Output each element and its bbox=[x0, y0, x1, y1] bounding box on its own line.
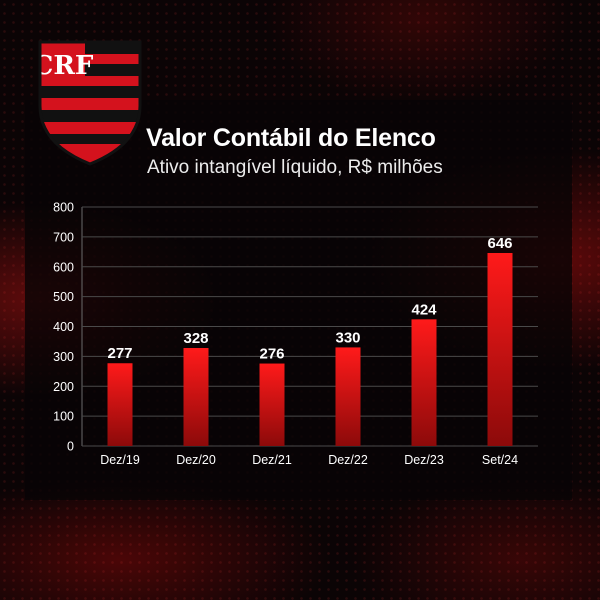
logo-monogram: CRF bbox=[38, 51, 94, 81]
y-tick-label: 800 bbox=[53, 201, 74, 215]
bar-value-label: 277 bbox=[107, 345, 132, 362]
y-tick-label: 700 bbox=[53, 230, 74, 244]
y-tick-label: 300 bbox=[53, 350, 74, 364]
flamengo-crest-logo: CRF bbox=[38, 40, 142, 166]
bar bbox=[107, 363, 133, 446]
chart-subtitle: Ativo intangível líquido, R$ milhões bbox=[147, 157, 443, 178]
y-tick-label: 600 bbox=[53, 260, 74, 274]
x-tick-label: Dez/22 bbox=[328, 453, 368, 467]
y-tick-label: 200 bbox=[53, 380, 74, 394]
bar bbox=[487, 253, 513, 446]
x-tick-label: Dez/20 bbox=[176, 453, 216, 467]
x-tick-label: Dez/19 bbox=[100, 453, 140, 467]
bar-value-label: 424 bbox=[411, 301, 437, 318]
bar bbox=[259, 363, 285, 446]
y-tick-label: 400 bbox=[53, 320, 74, 334]
y-tick-label: 100 bbox=[53, 410, 74, 424]
bar-value-label: 330 bbox=[335, 329, 360, 346]
bar-value-label: 276 bbox=[259, 346, 284, 363]
bar bbox=[411, 319, 437, 446]
x-tick-label: Dez/21 bbox=[252, 453, 292, 467]
bar-value-label: 646 bbox=[487, 235, 512, 252]
bar bbox=[183, 348, 209, 446]
x-tick-label: Set/24 bbox=[482, 453, 518, 467]
bar-value-label: 328 bbox=[183, 330, 208, 347]
y-tick-label: 500 bbox=[53, 290, 74, 304]
chart-title: Valor Contábil do Elenco bbox=[146, 124, 436, 152]
y-tick-label: 0 bbox=[67, 440, 74, 454]
bar bbox=[335, 347, 361, 446]
x-tick-label: Dez/23 bbox=[404, 453, 444, 467]
